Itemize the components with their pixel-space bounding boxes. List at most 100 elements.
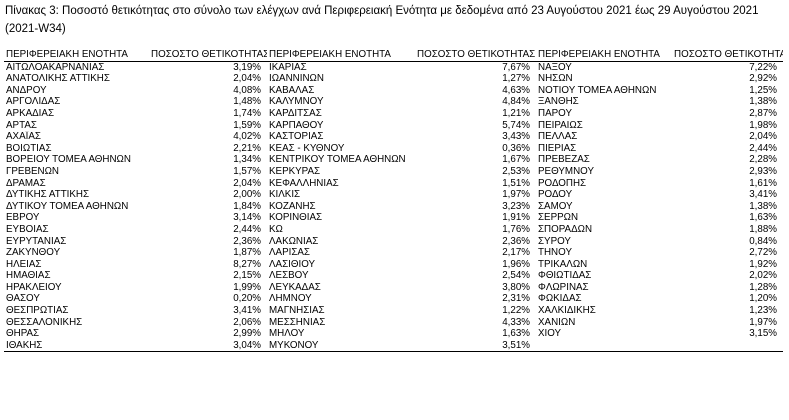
region-name: ΚΕΡΚΥΡΑΣ xyxy=(269,165,321,177)
positivity-rate: 1,88% xyxy=(749,223,777,235)
positivity-rate: 4,63% xyxy=(502,84,530,96)
region-name: ΗΜΑΘΙΑΣ xyxy=(6,270,51,282)
region-name: ΙΩΑΝΝΙΝΩΝ xyxy=(269,73,324,85)
table-row: ΖΑΚΥΝΘΟΥ 1,87% ΛΑΡΙΣΑΣ 2,17% ΤΗΝΟΥ 2,72% xyxy=(4,247,783,259)
region-name: ΧΑΛΚΙΔΙΚΗΣ xyxy=(538,305,596,317)
positivity-rate: 1,38% xyxy=(749,96,777,108)
positivity-rate: 0,36% xyxy=(502,142,530,154)
positivity-rate: 3,15% xyxy=(749,328,777,340)
region-name: ΕΥΡΥΤΑΝΙΑΣ xyxy=(6,235,67,247)
positivity-rate: 0,20% xyxy=(233,293,261,305)
positivity-rate: 2,17% xyxy=(502,247,530,259)
positivity-rate: 3,04% xyxy=(149,339,267,353)
positivity-rate: 0,84% xyxy=(749,235,777,247)
positivity-rate: 1,23% xyxy=(749,305,777,317)
positivity-rate: 2,04% xyxy=(233,177,261,189)
region-name: ΡΟΔΟΠΗΣ xyxy=(538,177,587,189)
positivity-rate: 2,00% xyxy=(233,189,261,201)
positivity-rate: 1,67% xyxy=(502,154,530,166)
region-name: ΑΡΤΑΣ xyxy=(6,119,37,131)
region-name: ΠΕΛΛΑΣ xyxy=(538,131,578,143)
positivity-rate: 1,51% xyxy=(502,177,530,189)
positivity-rate: 1,57% xyxy=(233,165,261,177)
positivity-rate: 2,02% xyxy=(749,270,777,282)
region-name: ΛΑΡΙΣΑΣ xyxy=(269,247,310,259)
header-row: ΠΕΡΙΦΕΡΕΙΑΚΗ ΕΝΟΤΗΤΑ ΠΟΣΟΣΤΟ ΘΕΤΙΚΟΤΗΤΑΣ… xyxy=(4,49,783,62)
region-name: ΔΡΑΜΑΣ xyxy=(6,177,46,189)
positivity-rate: 1,97% xyxy=(502,189,530,201)
region-name: ΚΟΡΙΝΘΙΑΣ xyxy=(269,212,323,224)
table-row: ΓΡΕΒΕΝΩΝ 1,57% ΚΕΡΚΥΡΑΣ 2,53% ΡΕΘΥΜΝΟΥ 2,93% xyxy=(4,166,783,178)
table-row: ΔΡΑΜΑΣ 2,04% ΚΕΦΑΛΛΗΝΙΑΣ 1,51% ΡΟΔΟΠΗΣ 1,61% xyxy=(4,178,783,190)
positivity-rate: 3,80% xyxy=(502,281,530,293)
table-row: ΕΒΡΟΥ 3,14% ΚΟΡΙΝΘΙΑΣ 1,91% ΣΕΡΡΩΝ 1,63% xyxy=(4,212,783,224)
region-header: ΠΕΡΙΦΕΡΕΙΑΚΗ ΕΝΟΤΗΤΑ xyxy=(536,49,672,62)
region-name: ΜΥΚΟΝΟΥ xyxy=(267,339,415,353)
table-row: ΘΕΣΠΡΩΤΙΑΣ 3,41% ΜΑΓΝΗΣΙΑΣ 1,22% ΧΑΛΚΙΔΙΚΗΣ 1… xyxy=(4,305,783,317)
positivity-rate: 3,41% xyxy=(233,305,261,317)
positivity-rate: 3,41% xyxy=(749,189,777,201)
positivity-rate: 4,33% xyxy=(502,316,530,328)
table-row: ΗΜΑΘΙΑΣ 2,15% ΛΕΣΒΟΥ 2,54% ΦΘΙΩΤΙΔΑΣ 2,02% xyxy=(4,270,783,282)
positivity-rate: 2,28% xyxy=(749,154,777,166)
positivity-rate: 1,63% xyxy=(502,328,530,340)
positivity-rate: 2,06% xyxy=(233,316,261,328)
region-name: ΧΑΝΙΩΝ xyxy=(538,316,576,328)
table-caption: Πίνακας 3: Ποσοστό θετικότητας στο σύνολ… xyxy=(5,5,759,35)
rate-header: ΠΟΣΟΣΤΟ ΘΕΤΙΚΟΤΗΤΑΣ xyxy=(149,49,267,62)
table-row: ΗΡΑΚΛΕΙΟΥ 1,99% ΛΕΥΚΑΔΑΣ 3,80% ΦΛΩΡΙΝΑΣ 1,28% xyxy=(4,282,783,294)
region-name: ΚΟΖΑΝΗΣ xyxy=(269,200,316,212)
table-row: ΑΙΤΩΛΟΑΚΑΡΝΑΝΙΑΣ 3,19% ΙΚΑΡΙΑΣ 7,67% ΝΑΞΟΥ 7,… xyxy=(4,61,783,73)
positivity-rate: 2,72% xyxy=(749,247,777,259)
positivity-rate: 3,23% xyxy=(502,200,530,212)
positivity-rate: 2,92% xyxy=(749,73,777,85)
region-name: ΚΑΛΥΜΝΟΥ xyxy=(269,96,324,108)
table-row: ΘΑΣΟΥ 0,20% ΛΗΜΝΟΥ 2,31% ΦΩΚΙΔΑΣ 1,20% xyxy=(4,293,783,305)
table-row: ΒΟΙΩΤΙΑΣ 2,21% ΚΕΑΣ - ΚΥΘΝΟΥ 0,36% ΠΙΕΡΙΑΣ 2,… xyxy=(4,143,783,155)
positivity-rate: 1,74% xyxy=(233,107,261,119)
region-name: ΑΧΑΪΑΣ xyxy=(6,131,41,143)
region-name: ΝΑΞΟΥ xyxy=(538,61,572,73)
region-name: ΣΕΡΡΩΝ xyxy=(538,212,579,224)
positivity-rate: 2,87% xyxy=(749,107,777,119)
positivity-rate: 1,25% xyxy=(749,84,777,96)
region-name: ΑΡΚΑΔΙΑΣ xyxy=(6,107,54,119)
table-row: ΒΟΡΕΙΟΥ ΤΟΜΕΑ ΑΘΗΝΩΝ 1,34% ΚΕΝΤΡΙΚΟΥ ΤΟΜΕΑ… xyxy=(4,154,783,166)
region-name: ΘΕΣΣΑΛΟΝΙΚΗΣ xyxy=(6,316,83,328)
positivity-rate: 2,53% xyxy=(502,165,530,177)
region-name: ΛΑΣΙΘΙΟΥ xyxy=(269,258,316,270)
region-name: ΛΕΣΒΟΥ xyxy=(269,270,309,282)
region-name: ΧΙΟΥ xyxy=(538,328,562,340)
positivity-rate: 1,87% xyxy=(233,247,261,259)
table-row: ΑΡΤΑΣ 1,59% ΚΑΡΠΑΘΟΥ 5,74% ΠΕΙΡΑΙΩΣ 1,98% xyxy=(4,120,783,132)
positivity-rate: 1,27% xyxy=(502,73,530,85)
table-row: ΑΧΑΪΑΣ 4,02% ΚΑΣΤΟΡΙΑΣ 3,43% ΠΕΛΛΑΣ 2,04% xyxy=(4,131,783,143)
positivity-rate: 1,61% xyxy=(749,177,777,189)
positivity-rate: 1,34% xyxy=(233,154,261,166)
region-name: ΚΙΛΚΙΣ xyxy=(269,189,301,201)
table-row: ΘΕΣΣΑΛΟΝΙΚΗΣ 2,06% ΜΕΣΣΗΝΙΑΣ 4,33% ΧΑΝΙΩΝ 1,9… xyxy=(4,317,783,329)
region-name: ΛΗΜΝΟΥ xyxy=(269,293,312,305)
positivity-rate: 1,97% xyxy=(749,316,777,328)
region-name: ΛΕΥΚΑΔΑΣ xyxy=(269,281,321,293)
region-name: ΚΑΡΔΙΤΣΑΣ xyxy=(269,107,322,119)
region-name: ΖΑΚΥΝΘΟΥ xyxy=(6,247,61,259)
region-name: ΑΝΑΤΟΛΙΚΗΣ ΑΤΤΙΚΗΣ xyxy=(6,73,110,85)
region-name: ΠΡΕΒΕΖΑΣ xyxy=(538,154,590,166)
region-name: ΑΝΔΡΟΥ xyxy=(6,84,47,96)
region-name: ΑΙΤΩΛΟΑΚΑΡΝΑΝΙΑΣ xyxy=(6,61,105,73)
positivity-rate: 2,04% xyxy=(233,73,261,85)
region-name: ΘΑΣΟΥ xyxy=(6,293,40,305)
positivity-rate: 2,15% xyxy=(233,270,261,282)
table-row: ΕΥΒΟΙΑΣ 2,44% ΚΩ 1,76% ΣΠΟΡΑΔΩΝ 1,88% xyxy=(4,224,783,236)
positivity-table: ΠΕΡΙΦΕΡΕΙΑΚΗ ΕΝΟΤΗΤΑ ΠΟΣΟΣΤΟ ΘΕΤΙΚΟΤΗΤΑΣ… xyxy=(4,49,783,353)
rate-header: ΠΟΣΟΣΤΟ ΘΕΤΙΚΟΤΗΤΑΣ xyxy=(415,49,536,62)
positivity-rate: 2,21% xyxy=(233,142,261,154)
positivity-rate: 2,99% xyxy=(233,328,261,340)
region-name: ΔΥΤΙΚΟΥ ΤΟΜΕΑ ΑΘΗΝΩΝ xyxy=(6,200,129,212)
positivity-rate: 7,22% xyxy=(749,61,777,73)
region-name: ΤΗΝΟΥ xyxy=(538,247,572,259)
region-name: ΦΘΙΩΤΙΔΑΣ xyxy=(538,270,592,282)
positivity-rate: 1,91% xyxy=(502,212,530,224)
region-name: ΘΕΣΠΡΩΤΙΑΣ xyxy=(6,305,69,317)
